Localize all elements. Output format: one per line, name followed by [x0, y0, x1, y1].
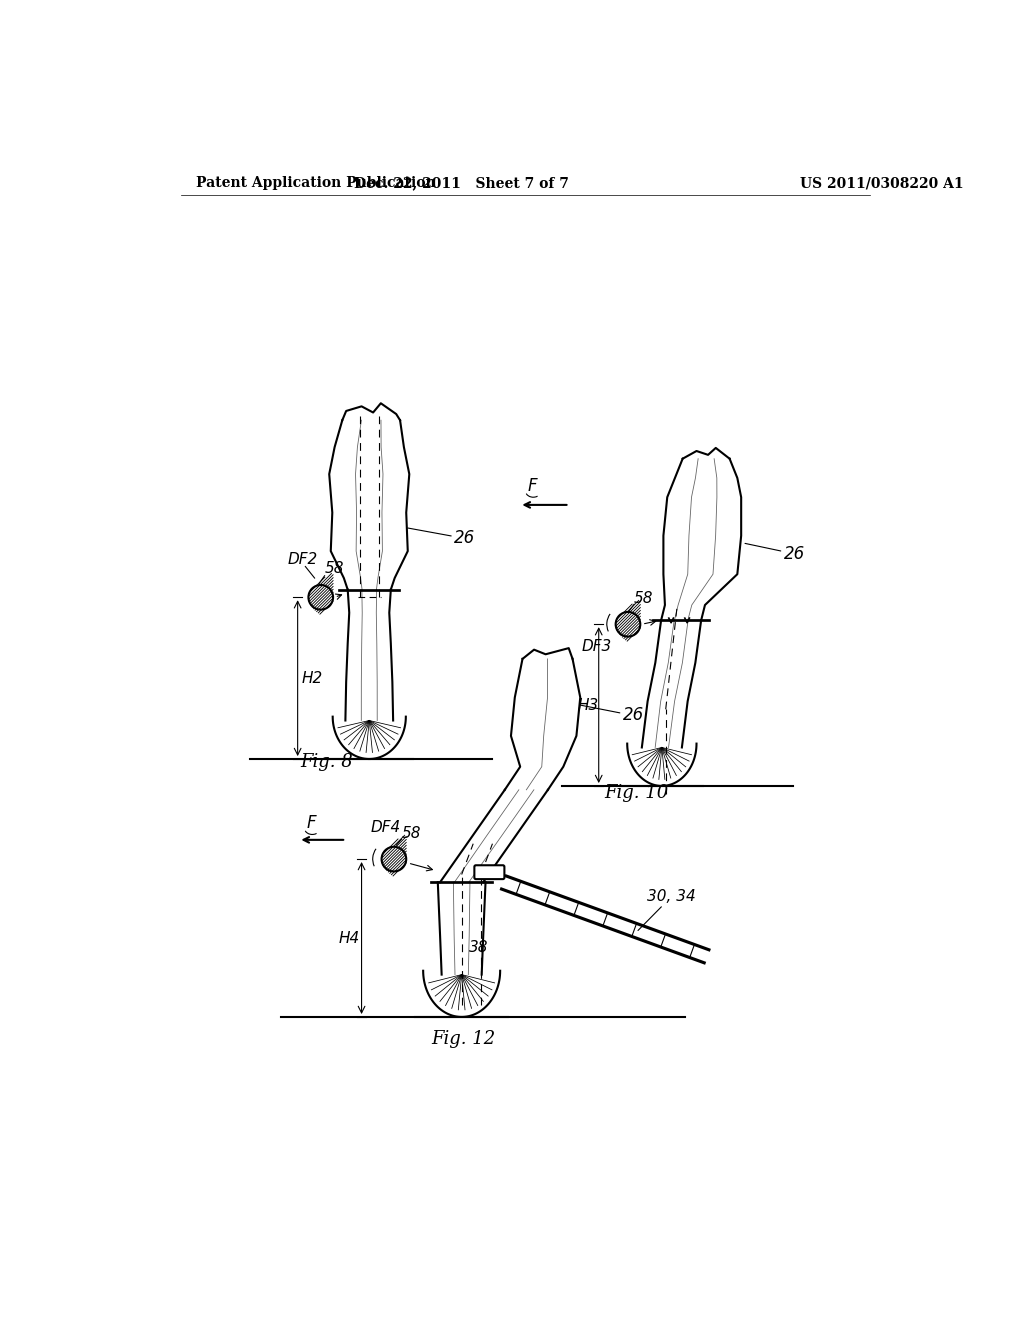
Text: 58: 58 — [634, 590, 653, 606]
Text: 58: 58 — [401, 825, 421, 841]
Text: 26: 26 — [581, 705, 644, 725]
Circle shape — [382, 847, 407, 871]
Text: Patent Application Publication: Patent Application Publication — [196, 176, 435, 190]
Text: DF2: DF2 — [288, 552, 317, 568]
Text: Fig. 8: Fig. 8 — [300, 752, 352, 771]
Text: H3: H3 — [578, 697, 598, 713]
Circle shape — [615, 612, 640, 636]
Text: 30, 34: 30, 34 — [638, 890, 696, 931]
Text: H4: H4 — [339, 931, 359, 945]
Text: Fig. 10: Fig. 10 — [604, 784, 669, 801]
Text: 58: 58 — [325, 561, 344, 577]
Text: F: F — [306, 814, 315, 833]
Text: Fig. 12: Fig. 12 — [431, 1030, 496, 1048]
Text: US 2011/0308220 A1: US 2011/0308220 A1 — [801, 176, 964, 190]
Text: DF3: DF3 — [582, 639, 612, 655]
Text: 26: 26 — [745, 544, 805, 562]
Text: Dec. 22, 2011   Sheet 7 of 7: Dec. 22, 2011 Sheet 7 of 7 — [354, 176, 569, 190]
Text: 26: 26 — [408, 528, 475, 548]
Text: H2: H2 — [301, 671, 323, 685]
Text: DF4: DF4 — [371, 820, 401, 836]
FancyBboxPatch shape — [474, 866, 505, 879]
Text: 38: 38 — [469, 940, 488, 954]
Text: F: F — [527, 477, 537, 495]
Circle shape — [308, 585, 333, 610]
